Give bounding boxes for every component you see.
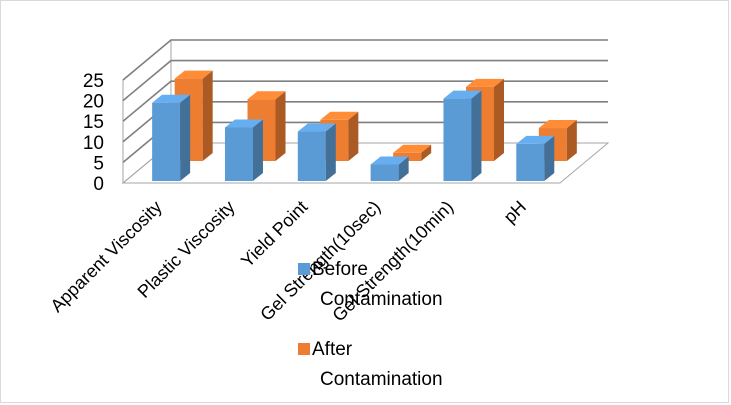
bar-before xyxy=(443,90,482,181)
bar-top xyxy=(320,111,359,120)
legend-label: Contamination xyxy=(320,369,443,390)
bar-side xyxy=(180,94,191,181)
bar-side xyxy=(252,119,263,181)
bar-top xyxy=(152,94,191,103)
x-category-label: Yield Point xyxy=(237,197,312,272)
bar-front xyxy=(152,102,181,181)
gridline xyxy=(122,39,608,81)
legend-label: Before xyxy=(312,259,368,280)
y-tick-label: 20 xyxy=(83,92,104,113)
bar-front xyxy=(516,143,545,181)
bar-before xyxy=(297,123,336,181)
bar-side xyxy=(398,156,409,181)
legend-label: Contamination xyxy=(320,289,443,310)
gridline xyxy=(122,59,608,102)
bar-before xyxy=(370,156,409,181)
bar-before xyxy=(224,119,263,181)
legend-label: After xyxy=(312,339,353,360)
gridline xyxy=(122,80,608,122)
bar-side xyxy=(325,123,336,181)
bar-side xyxy=(544,135,555,181)
y-tick-label: 0 xyxy=(93,174,104,195)
legend-item: Before Contamination xyxy=(298,259,443,310)
bar-top xyxy=(174,70,213,79)
bar-side xyxy=(471,90,482,181)
bar-top xyxy=(370,156,409,165)
bar-top xyxy=(443,90,482,99)
bar-side xyxy=(275,91,286,161)
bar-front xyxy=(443,98,472,181)
legend-item: After Contamination xyxy=(298,339,443,390)
y-tick-label: 10 xyxy=(83,133,104,154)
bar-side xyxy=(202,70,213,161)
bar-side xyxy=(348,111,359,161)
bar-side xyxy=(421,144,432,161)
y-tick-label: 25 xyxy=(83,71,104,92)
bar-before xyxy=(516,135,555,181)
bar-before xyxy=(152,94,191,181)
bars xyxy=(152,70,577,181)
legend-swatch xyxy=(298,343,310,355)
y-tick-label: 5 xyxy=(93,153,104,174)
bar-top xyxy=(297,123,336,132)
bar-side xyxy=(494,78,505,161)
legend-swatch xyxy=(298,263,310,275)
bar-top xyxy=(516,135,555,144)
bar-front xyxy=(370,164,399,181)
bar-top xyxy=(247,91,286,100)
bar-side xyxy=(566,120,577,161)
bar-top xyxy=(538,120,577,129)
bar-front xyxy=(297,131,326,181)
legend: Before Contamination After Contamination xyxy=(298,259,443,390)
bar-top xyxy=(224,119,263,128)
bar-top xyxy=(466,78,505,87)
bar-top xyxy=(393,144,432,153)
x-category-label: pH xyxy=(500,197,530,227)
y-tick-label: 15 xyxy=(83,112,104,133)
bar-front xyxy=(224,127,253,181)
